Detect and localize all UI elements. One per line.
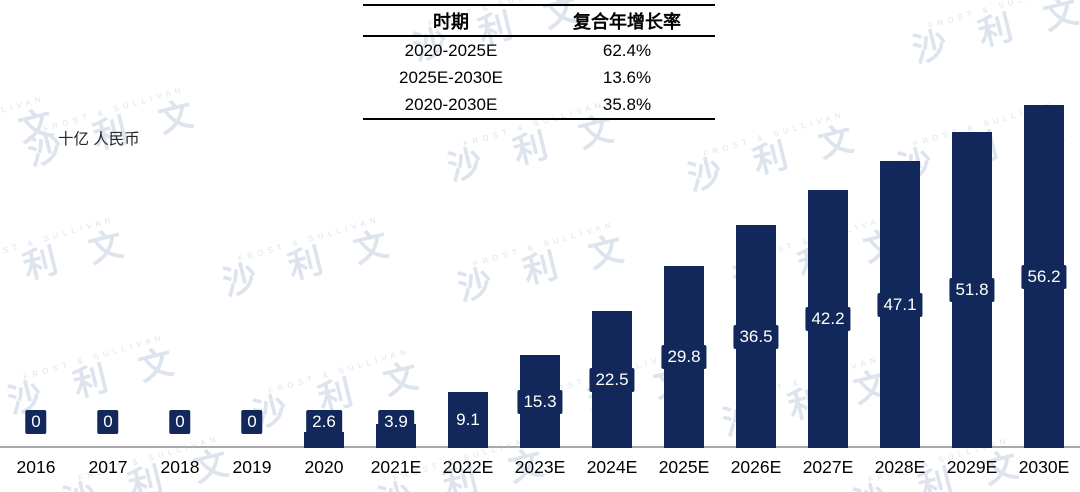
bar-value-label: 0 [97,410,119,434]
x-axis-label: 2024E [586,457,638,477]
x-axis-label: 2025E [658,457,710,477]
bar-value-label: 0 [25,410,47,434]
x-axis-label: 2029E [946,457,998,477]
bar-value-label: 9.1 [450,408,486,432]
watermark-cn-text: 沙 利 文 [59,441,244,492]
bar-column-2026E: 36.5 2026E [720,100,792,477]
bar-column-2022E: 9.1 2022E [432,100,504,477]
bar-plot-area: 0 2016 0 2017 0 2018 0 2019 2.6 2020 3.9 2021E 9.1 20… [0,100,1080,477]
bar-value-label: 47.1 [877,292,923,317]
bar-value-label: 0 [241,410,263,434]
bar-column-2020: 2.6 2020 [288,100,360,477]
x-axis-label: 2017 [88,457,128,477]
bar-value-label: 42.2 [805,307,851,331]
bar-value-label: 22.5 [589,367,635,392]
bar-column-2024E: 22.5 2024E [576,100,648,477]
table-cell-cagr: 35.8% [602,94,652,114]
x-axis-label: 2016 [16,457,56,477]
x-axis-label: 2026E [730,457,782,477]
x-axis-label: 2019 [232,457,272,477]
bar-column-2025E: 29.8 2025E [648,100,720,477]
table-row: 2025E-2030E 13.6% [363,64,715,91]
table-header-cagr: 复合年增长率 [573,11,681,32]
bar-column-2023E: 15.3 2023E [504,100,576,477]
bar-value-label: 29.8 [661,345,707,369]
bar-column-2018: 0 2018 [144,100,216,477]
cagr-table: 时期 复合年增长率 2020-2025E 62.4% 2025E-2030E 1… [363,4,715,120]
table-cell-cagr: 62.4% [602,40,652,60]
bar-value-label: 0 [169,410,191,434]
table-row: 2020-2025E 62.4% [363,37,715,64]
bar-column-2019: 0 2019 [216,100,288,477]
y-axis-unit-label: 十亿 人民币 [58,131,140,148]
x-axis-label: 2020 [304,457,344,477]
table-header-period: 时期 [433,11,469,32]
cagr-table-header-row: 时期 复合年增长率 [363,6,715,37]
bar-value-label: 2.6 [306,410,342,434]
watermark-en-text: FROST & SULLIVAN [927,0,1071,31]
bar-value-label: 15.3 [517,389,563,414]
bar-column-2028E: 47.1 2028E [864,100,936,477]
bar-column-2016: 0 2016 [0,100,72,477]
bar-column-2021E: 3.9 2021E [360,100,432,477]
x-axis-label: 2028E [874,457,926,477]
x-axis-label: 2023E [514,457,566,477]
table-cell-cagr: 13.6% [602,67,652,87]
x-axis-label: 2021E [370,457,422,477]
bar-column-2030E: 56.2 2030E [1008,100,1080,477]
bar-value-label: 36.5 [733,324,779,349]
bar-column-2029E: 51.8 2029E [936,100,1008,477]
table-cell-period: 2020-2030E [404,94,498,114]
table-cell-period: 2025E-2030E [399,67,503,87]
bar-column-2017: 0 2017 [72,100,144,477]
bar-value-label: 3.9 [378,410,414,434]
table-cell-period: 2020-2025E [404,40,498,60]
table-row: 2020-2030E 35.8% [363,91,715,118]
x-axis-label: 2022E [442,457,494,477]
watermark-cn-text: 沙 利 文 [909,0,1080,71]
bar-column-2027E: 42.2 2027E [792,100,864,477]
bar-value-label: 56.2 [1021,264,1067,289]
x-axis-label: 2030E [1018,457,1070,477]
bar-2020 [304,432,344,448]
x-axis-label: 2018 [160,457,200,477]
bar-value-label: 51.8 [949,278,995,302]
x-axis-label: 2027E [802,457,854,477]
